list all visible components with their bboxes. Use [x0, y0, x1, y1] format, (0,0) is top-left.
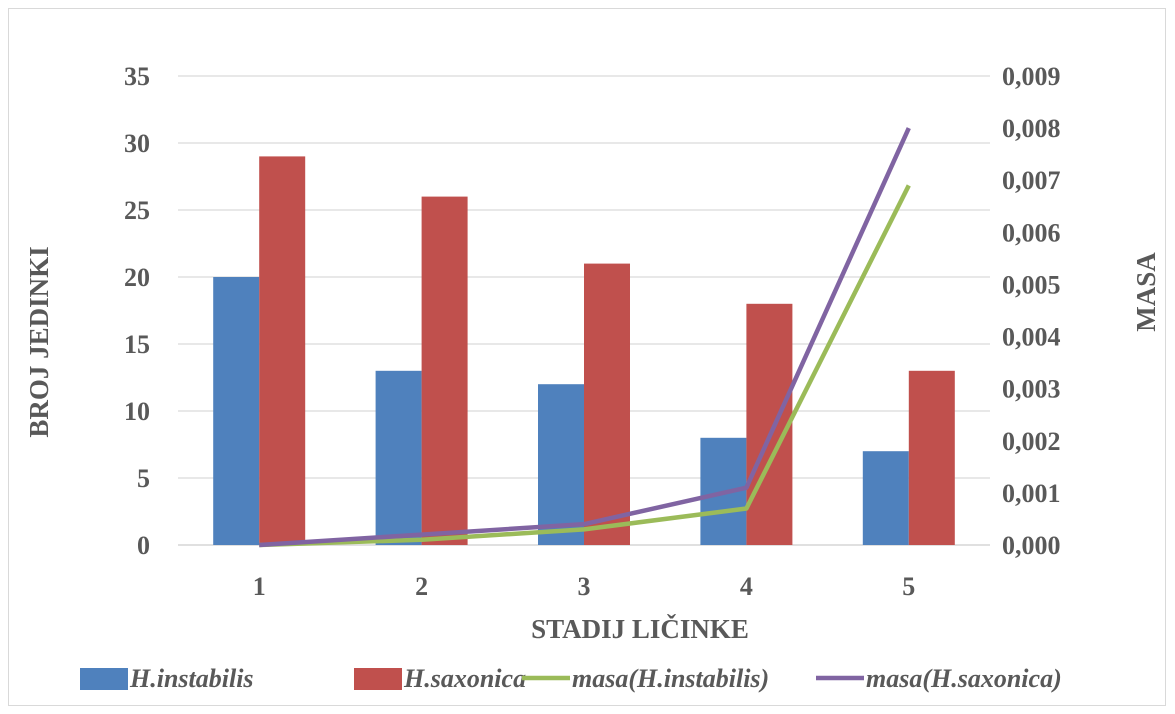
bar-H.saxonica: [746, 303, 793, 545]
right-tick-label: 0,006: [1002, 218, 1061, 247]
left-axis-title: BROJ JEDINKI: [24, 246, 54, 437]
bar-H.saxonica: [421, 196, 468, 545]
bar-H.saxonica: [908, 370, 955, 545]
x-axis-title: STADIJ LIČINKE: [531, 614, 749, 644]
left-tick-label: 25: [124, 196, 150, 225]
right-tick-label: 0,001: [1002, 479, 1061, 508]
x-tick-label: 1: [253, 572, 266, 601]
legend-swatch: [354, 668, 402, 690]
line-masa(H.saxonica): [259, 127, 911, 548]
right-tick-label: 0,009: [1002, 62, 1061, 91]
right-tick-label: 0,008: [1002, 114, 1061, 143]
legend-label: H.saxonica: [403, 664, 526, 693]
right-tick-label: 0,005: [1002, 270, 1061, 299]
left-axis-ticks: 0 5 10 15 20 25 30 35: [124, 62, 150, 560]
left-tick-label: 30: [124, 129, 150, 158]
bar-H.saxonica: [259, 156, 306, 545]
left-tick-label: 10: [124, 397, 150, 426]
left-tick-label: 20: [124, 263, 150, 292]
bar-H.instabilis: [375, 370, 422, 545]
left-tick-label: 5: [137, 464, 150, 493]
x-axis-ticks: 1 2 3 4 5: [253, 572, 916, 601]
right-tick-label: 0,000: [1002, 531, 1061, 560]
legend-label: masa(H.saxonica): [866, 664, 1062, 693]
legend-label: H.instabilis: [129, 664, 254, 693]
bar-H.saxonica: [584, 263, 630, 545]
line-masa(H.instabilis): [259, 184, 911, 548]
bar-H.instabilis: [538, 384, 584, 545]
left-tick-label: 0: [137, 531, 150, 560]
x-tick-label: 3: [578, 572, 591, 601]
legend-swatch: [80, 668, 128, 690]
x-tick-label: 5: [902, 572, 915, 601]
bar-H.instabilis: [862, 451, 909, 545]
right-axis-ticks: 0,000 0,001 0,002 0,003 0,004 0,005 0,006 0,007…: [1002, 62, 1061, 560]
bars: [213, 156, 955, 545]
right-tick-label: 0,003: [1002, 375, 1061, 404]
bar-H.instabilis: [213, 277, 260, 545]
right-axis-title: MASA: [1131, 252, 1161, 332]
x-tick-label: 2: [415, 572, 428, 601]
legend-label: masa(H.instabilis): [572, 664, 769, 693]
right-tick-label: 0,004: [1002, 323, 1061, 352]
right-tick-label: 0,007: [1002, 166, 1061, 195]
legend: H.instabilis H.saxonica masa(H.instabilis)…: [80, 664, 1062, 693]
left-tick-label: 35: [124, 62, 150, 91]
left-tick-label: 15: [124, 330, 150, 359]
lines: [259, 127, 911, 548]
x-tick-label: 4: [740, 572, 753, 601]
right-tick-label: 0,002: [1002, 427, 1061, 456]
